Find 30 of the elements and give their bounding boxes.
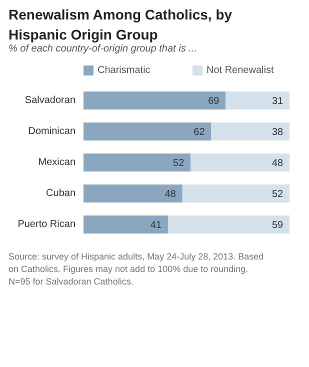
bar	[84, 122, 212, 140]
data-label: 38	[272, 127, 284, 138]
bar	[190, 154, 290, 172]
bar	[182, 184, 290, 202]
bar	[84, 154, 191, 172]
data-label: 52	[272, 189, 284, 200]
data-label: 48	[164, 189, 176, 200]
bar	[226, 92, 290, 110]
bar	[168, 216, 290, 234]
chart-subtitle: % of each country-of-origin group that is ...	[8, 44, 197, 54]
bar	[84, 216, 168, 234]
data-label: 59	[272, 220, 284, 231]
legend-label: Charismatic	[98, 65, 150, 76]
y-tick-label: Dominican	[28, 126, 76, 137]
y-tick-label: Mexican	[38, 157, 76, 168]
data-label: 52	[173, 158, 185, 169]
data-label: 48	[272, 158, 284, 169]
bar	[84, 184, 182, 202]
y-tick-label: Puerto Rican	[18, 219, 76, 230]
y-tick-label: Salvadoran	[24, 95, 76, 106]
data-label: 41	[150, 220, 162, 231]
bar	[84, 92, 226, 110]
chart-title: Renewalism Among Catholics, by Hispanic Origin Group	[8, 6, 232, 42]
legend-label: Not Renewalist	[206, 65, 274, 76]
data-label: 62	[194, 127, 206, 138]
y-tick-label: Cuban	[46, 188, 76, 199]
data-label: 31	[272, 96, 284, 107]
bar	[211, 122, 290, 140]
source-note: Source: survey of Hispanic adults, May 24-July 28, 2013. Based on Catholics. Figures may not add to 100% due to rounding. N=95 for Salvadoran Catholics.	[8, 252, 264, 286]
data-label: 69	[208, 96, 220, 107]
